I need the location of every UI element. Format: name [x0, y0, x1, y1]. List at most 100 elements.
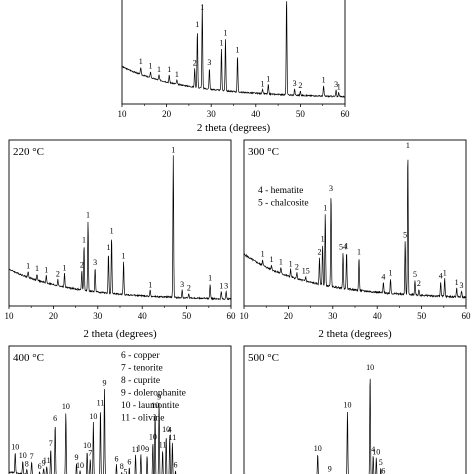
plot-frame — [121, 0, 346, 105]
peak-label: 10 — [343, 401, 351, 410]
peak-label: 10 — [76, 461, 84, 470]
peak-label: 1 — [261, 249, 265, 258]
peak-label: 1 — [260, 79, 264, 88]
peak-label: 6 — [53, 414, 57, 423]
peak-label: 1 — [443, 268, 447, 277]
x-tick-label: 40 — [138, 311, 148, 321]
x-tick-label: 10 — [240, 311, 250, 321]
peak-label: 1 — [219, 39, 223, 48]
peak-label: 3 — [293, 79, 297, 88]
peak-label: 1 — [148, 280, 152, 289]
legend-entry: 7 - tenorite — [121, 364, 163, 374]
peak-label: 1 — [389, 268, 393, 277]
peak-label: 3 — [460, 281, 464, 290]
peak-label: 1 — [322, 76, 326, 85]
peak-label: 10 — [62, 402, 70, 411]
peak-label: 54 — [339, 242, 347, 251]
peak-label: 1 — [110, 227, 114, 236]
peak-label: 10 — [19, 451, 27, 460]
x-tick-label: 50 — [182, 311, 192, 321]
x-tick-label: 10 — [5, 311, 15, 321]
peak-label: 1 — [200, 3, 204, 12]
peak-label: 2 — [417, 279, 421, 288]
peak-label: 4 — [371, 445, 375, 454]
peak-label: 9 — [102, 379, 106, 388]
legend-entry: 5 - chalcosite — [258, 199, 309, 209]
peak-label: 1 — [195, 20, 199, 29]
panel-label: 500 °C — [248, 352, 279, 364]
peak-label: 11 — [169, 433, 177, 442]
x-tick-label: 30 — [93, 311, 103, 321]
x-tick-label: 40 — [373, 311, 383, 321]
peak-label: 1 — [345, 241, 349, 250]
panel-label: 400 °C — [13, 352, 44, 364]
x-tick-label: 50 — [296, 109, 306, 119]
peak-label: 1 — [44, 265, 48, 274]
peak-label: 11 — [43, 456, 51, 465]
peak-label: 6 — [381, 467, 385, 474]
peak-label: 1 — [455, 278, 459, 287]
legend-entry: 10 - laumontite — [121, 401, 179, 411]
peak-label: 8 — [120, 462, 124, 471]
panel-label: 220 °C — [13, 146, 44, 158]
peak-label: 5 — [413, 270, 417, 279]
peak-label: 2 — [295, 263, 299, 272]
peak-label: 4 — [439, 271, 443, 280]
x-axis-label: 2 theta (degrees) — [83, 328, 157, 340]
plot-frame — [8, 345, 232, 474]
peak-label: 10 — [314, 444, 322, 453]
peak-label: 11 — [132, 445, 140, 454]
peak-label: 1 — [106, 243, 110, 252]
peak-label: 5 — [123, 467, 127, 474]
panel-300c: 10 20 30 40 50 602 theta (degrees)11 1 1 2 152113… — [240, 139, 472, 340]
peak-label: 10 — [149, 433, 157, 442]
plot-frame — [243, 139, 467, 307]
peak-label: 7 — [49, 439, 53, 448]
peak-label: 11 — [159, 440, 167, 449]
peak-label: 10 — [83, 441, 91, 450]
legend-entry: 8 - cuprite — [121, 376, 160, 386]
peak-label: 10 — [366, 363, 374, 372]
peak-label: 10 — [162, 425, 170, 434]
peak-label: 6 — [174, 461, 178, 470]
peak-label: 3 — [329, 184, 333, 193]
peak-label: 4 — [168, 425, 172, 434]
peak-label: 2 — [80, 261, 84, 270]
peak-label: 9 — [74, 453, 78, 462]
peak-label: 1 — [236, 45, 240, 54]
peak-label: 1 — [82, 235, 86, 244]
x-tick-label: 50 — [417, 311, 427, 321]
legend-entry: 9 - dolerophanite — [121, 389, 186, 399]
peak-label: 6 — [127, 457, 131, 466]
peak-label: 1 — [219, 281, 223, 290]
x-tick-label: 60 — [227, 311, 237, 321]
peak-label: 10 — [11, 443, 19, 452]
peak-label: 1 — [208, 274, 212, 283]
peak-label: 1 — [149, 61, 153, 70]
peak-label: 9 — [328, 464, 332, 473]
peak-label: 3 — [207, 58, 211, 67]
x-tick-label: 10 — [118, 109, 128, 119]
x-axis-label: 2 theta (degrees) — [318, 328, 392, 340]
peak-label: 2 — [187, 283, 191, 292]
peak-label: 1 — [223, 29, 227, 38]
peak-label: 1 — [337, 82, 341, 91]
peak-label: 1 — [122, 252, 126, 261]
peak-label: 1 — [63, 264, 67, 273]
x-tick-label: 30 — [328, 311, 338, 321]
peak-label: 9 — [157, 392, 161, 401]
peak-label: 4 — [381, 272, 385, 281]
peak-label: 1 — [157, 65, 161, 74]
peak-label: 2 — [317, 247, 321, 256]
peak-label: 7 — [30, 452, 34, 461]
peak-label: 1 — [357, 248, 361, 257]
peak-label: 1 — [175, 70, 179, 79]
legend-entry: 6 - copper — [121, 351, 160, 361]
peak-label: 15 — [302, 267, 310, 276]
peak-label: 2 — [298, 81, 302, 90]
peak-label: 1 — [35, 264, 39, 273]
peak-label: 5 — [403, 231, 407, 240]
x-tick-label: 60 — [462, 311, 472, 321]
diffraction-pattern — [244, 159, 466, 299]
